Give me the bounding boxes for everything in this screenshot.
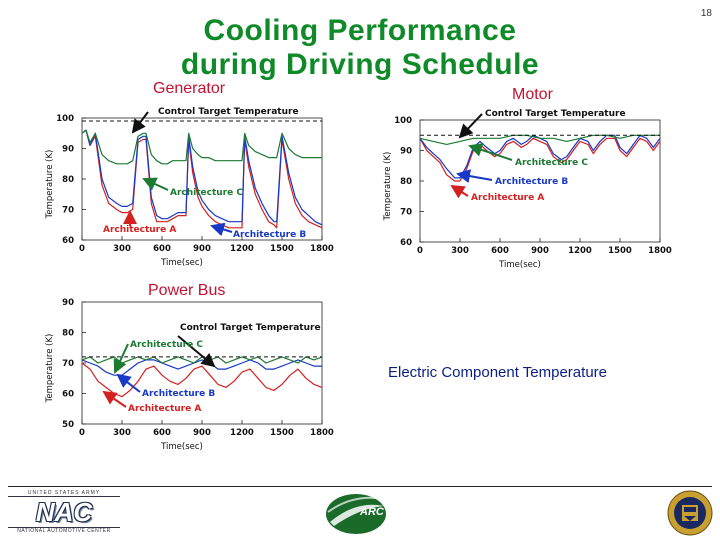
y-tick-label: 50 [62,420,74,430]
x-tick-label: 300 [113,428,131,438]
series-line-architecture-b [81,129,323,226]
annotation-arrow-arch-b [456,169,493,183]
x-tick-label: 600 [153,244,171,254]
x-tick-label: 600 [491,246,509,256]
x-tick-label: 1200 [230,428,254,438]
plot-frame [81,301,323,425]
x-tick-label: 600 [153,428,171,438]
y-tick-label: 90 [62,298,74,308]
y-tick-label: 80 [62,329,74,339]
slide-title: Cooling Performance during Driving Sched… [120,14,600,82]
title-line-2: during Driving Schedule [180,48,540,81]
power-bus-label: Power Bus [148,282,226,299]
motor-label: Motor [512,86,553,103]
annotation-arch-c: Architecture C [515,158,588,168]
y-tick-label: 70 [62,359,74,369]
annotation-arrow-arch-c [468,143,513,161]
x-tick-label: 0 [79,244,85,254]
y-tick-label: 80 [400,177,412,187]
x-tick-label: 1800 [648,246,672,256]
footer-divider [8,486,712,487]
x-tick-label: 1800 [310,244,334,254]
y-tick-label: 100 [56,114,74,124]
annotation-control: Control Target Temperature [180,323,321,333]
annotation-arch-a: Architecture A [128,404,201,414]
nac-bottom-text: NATIONAL AUTOMOTIVE CENTER [8,527,120,534]
nac-logo: UNITED STATES ARMY NAC NATIONAL AUTOMOTI… [8,490,120,534]
x-tick-label: 0 [79,428,85,438]
annotation-arrow-control [131,111,149,134]
x-axis-label: Time(sec) [160,258,203,268]
annotation-arch-c: Architecture C [130,340,203,350]
y-tick-label: 90 [400,147,412,157]
x-tick-label: 1200 [568,246,592,256]
page-number: 18 [700,8,712,19]
annotation-arch-b: Architecture B [495,177,568,187]
annotation-arrow-arch-c [142,177,169,191]
arc-logo-mark [326,494,386,534]
y-axis-label: Temperature (K) [45,334,55,404]
y-tick-label: 70 [62,206,74,216]
y-tick-label: 70 [400,208,412,218]
x-tick-label: 1500 [270,244,294,254]
nac-logo-text: NAC [35,497,93,527]
annotation-arrow-control [177,335,216,368]
nac-top-text: UNITED STATES ARMY [8,490,120,497]
x-tick-label: 300 [451,246,469,256]
annotation-arch-a: Architecture A [471,193,544,203]
generator-label: Generator [153,80,226,97]
annotation-arrow-arch-b [116,373,141,393]
x-axis-label: Time(sec) [498,260,541,270]
y-tick-label: 90 [62,145,74,155]
y-axis-label: Temperature (K) [383,152,393,222]
series-line-architecture-c [419,134,660,145]
university-seal [666,490,714,536]
x-tick-label: 1200 [230,244,254,254]
x-tick-label: 900 [193,244,211,254]
x-tick-label: 300 [113,244,131,254]
annotation-arrow-arch-c [113,343,129,374]
x-tick-label: 900 [531,246,549,256]
series-line-architecture-c [81,129,322,165]
annotation-arrow-control [458,113,483,139]
annotation-arrow-arch-a [102,390,127,408]
y-tick-label: 60 [400,238,412,248]
y-axis-label: Temperature (K) [45,150,55,220]
x-tick-label: 1500 [270,428,294,438]
annotation-arch-b: Architecture B [142,389,215,399]
y-tick-label: 60 [62,390,74,400]
annotation-arch-a: Architecture A [103,225,176,235]
series-line-architecture-a [81,129,323,229]
title-line-1: Cooling Performance [203,14,517,47]
annotation-control: Control Target Temperature [485,109,626,119]
x-tick-label: 1500 [608,246,632,256]
annotation-control: Control Target Temperature [158,107,299,117]
y-tick-label: 60 [62,236,74,246]
annotation-arch-c: Architecture C [170,188,243,198]
x-axis-label: Time(sec) [160,442,203,452]
x-tick-label: 900 [193,428,211,438]
x-tick-label: 1800 [310,428,334,438]
seal-icon [667,490,713,536]
annotation-arrow-arch-a [450,184,469,199]
x-tick-label: 0 [417,246,423,256]
arc-logo-text: ARC [360,506,384,518]
annotation-arch-b: Architecture B [233,230,306,240]
y-tick-label: 80 [62,175,74,185]
y-tick-label: 100 [394,116,412,126]
annotation-arrow-arch-b [210,222,233,237]
arc-logo: ARC [320,492,392,536]
caption: Electric Component Temperature [388,364,607,381]
